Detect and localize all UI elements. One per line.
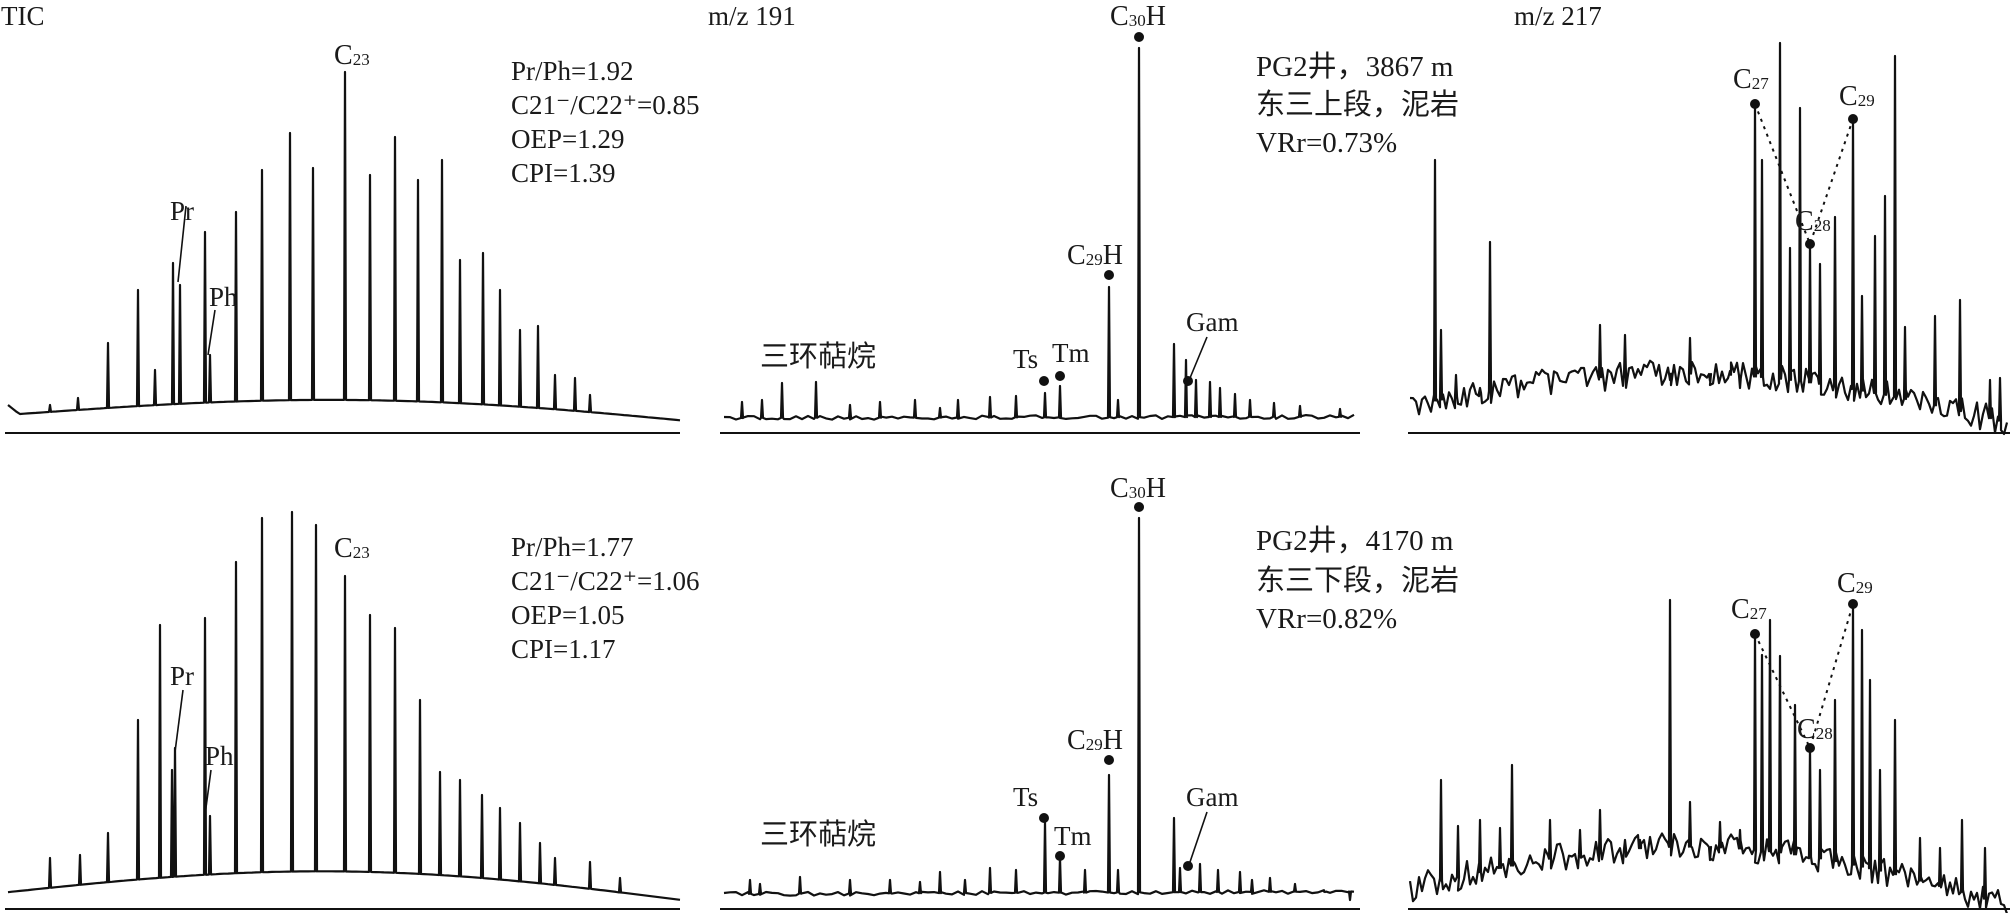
parameter-oep: OEP=1.05 [511,600,624,630]
panel-title: TIC [1,1,45,31]
parameter-cpi: CPI=1.39 [511,158,616,188]
sample-formation: 东三下段，泥岩 [1256,564,1459,597]
sample-vrr: VRr=0.82% [1256,603,1397,635]
leader-gam [1189,811,1208,863]
marker-gam [1183,861,1193,871]
peak-label-c30h: C30H [1110,473,1166,504]
parameter-pr-ph: Pr/Ph=1.77 [511,532,634,562]
marker-c27 [1750,99,1760,109]
marker-ts [1039,376,1049,386]
parameter-pr-ph: Pr/Ph=1.92 [511,56,634,86]
peak-label-c29h: C29H [1067,725,1123,756]
sterane-v-line [1754,103,1854,247]
trace-line [1408,598,2008,913]
panel-mz191-upper: m/z 191 三环萜烷 Ts Tm C29H C30H Gam PG2井，38… [708,1,1459,434]
parameter-oep: OEP=1.29 [511,124,624,154]
peak-label-c29h: C29H [1067,240,1123,271]
sample-vrr: VRr=0.73% [1256,127,1397,159]
panel-tic-upper: TIC Pr Ph C23 Pr/Ph=1.92 C21⁻/C22⁺=0.85 … [1,1,700,434]
panel-title: m/z 217 [1514,1,1602,31]
leader-gam [1189,336,1208,379]
peak-label-ph: Ph [205,741,234,771]
sample-well-depth: PG2井，3867 m [1256,50,1454,83]
sample-info: PG2井，4170 m 东三下段，泥岩 VRr=0.82% [1256,524,1459,635]
peak-label-c23: C23 [334,40,370,71]
sample-formation: 东三上段，泥岩 [1256,88,1459,121]
marker-c29h [1104,755,1114,765]
marker-c28 [1805,743,1815,753]
parameter-c21-c22: C21⁻/C22⁺=1.06 [511,566,700,596]
marker-gam [1183,376,1193,386]
sterane-v-line [1754,603,1854,751]
peak-label-c29: C29 [1837,568,1873,599]
trace-line [723,516,1355,902]
trace-line [7,510,681,901]
marker-c29 [1848,114,1858,124]
parameter-list: Pr/Ph=1.92 C21⁻/C22⁺=0.85 OEP=1.29 CPI=1… [511,56,700,188]
panel-tic-lower: Pr Ph C23 Pr/Ph=1.77 C21⁻/C22⁺=1.06 OEP=… [5,510,700,910]
peak-label-c29: C29 [1839,81,1875,112]
peak-label-ts: Ts [1013,344,1038,374]
group-label-tricyclic-terpanes: 三环萜烷 [760,818,876,851]
peak-label-ts: Ts [1013,782,1038,812]
trace-line [1409,41,2009,436]
peak-label-tm: Tm [1054,821,1092,851]
peak-label-pr: Pr [170,661,194,691]
marker-tm [1055,851,1065,861]
peak-label-pr: Pr [170,196,194,226]
marker-c28 [1805,239,1815,249]
trace-line [723,46,1355,421]
group-label-tricyclic-terpanes: 三环萜烷 [760,340,876,373]
leader-ph [204,769,212,816]
peak-label-gam: Gam [1186,307,1238,337]
marker-ts [1039,813,1049,823]
panel-mz191-lower: 三环萜烷 Ts Tm C29H C30H Gam PG2井，4170 m 东三下… [720,473,1459,910]
marker-c29h [1104,270,1114,280]
trace-line [7,70,681,422]
panel-mz217-lower: C27 C28 C29 [1408,568,2010,913]
leader-pr [177,205,187,283]
leader-ph [207,309,216,356]
peak-label-c23: C23 [334,533,370,564]
sample-info: PG2井，3867 m 东三上段，泥岩 VRr=0.73% [1256,50,1459,159]
parameter-list: Pr/Ph=1.77 C21⁻/C22⁺=1.06 OEP=1.05 CPI=1… [511,532,700,664]
panel-mz217-upper: m/z 217 C27 C28 C29 [1408,1,2010,436]
parameter-cpi: CPI=1.17 [511,634,616,664]
marker-c30h [1134,502,1144,512]
marker-c29 [1848,599,1858,609]
parameter-c21-c22: C21⁻/C22⁺=0.85 [511,90,700,120]
marker-c27 [1750,629,1760,639]
peak-label-c30h: C30H [1110,1,1166,32]
peak-label-c28: C28 [1795,206,1831,237]
peak-label-ph: Ph [209,282,238,312]
marker-c30h [1134,32,1144,42]
sample-well-depth: PG2井，4170 m [1256,524,1454,557]
peak-label-c28: C28 [1797,714,1833,745]
marker-tm [1055,371,1065,381]
panel-title: m/z 191 [708,1,796,31]
leader-pr [174,689,184,753]
peak-label-c27: C27 [1731,594,1767,625]
peak-label-gam: Gam [1186,782,1238,812]
peak-label-tm: Tm [1052,338,1090,368]
peak-label-c27: C27 [1733,64,1769,95]
